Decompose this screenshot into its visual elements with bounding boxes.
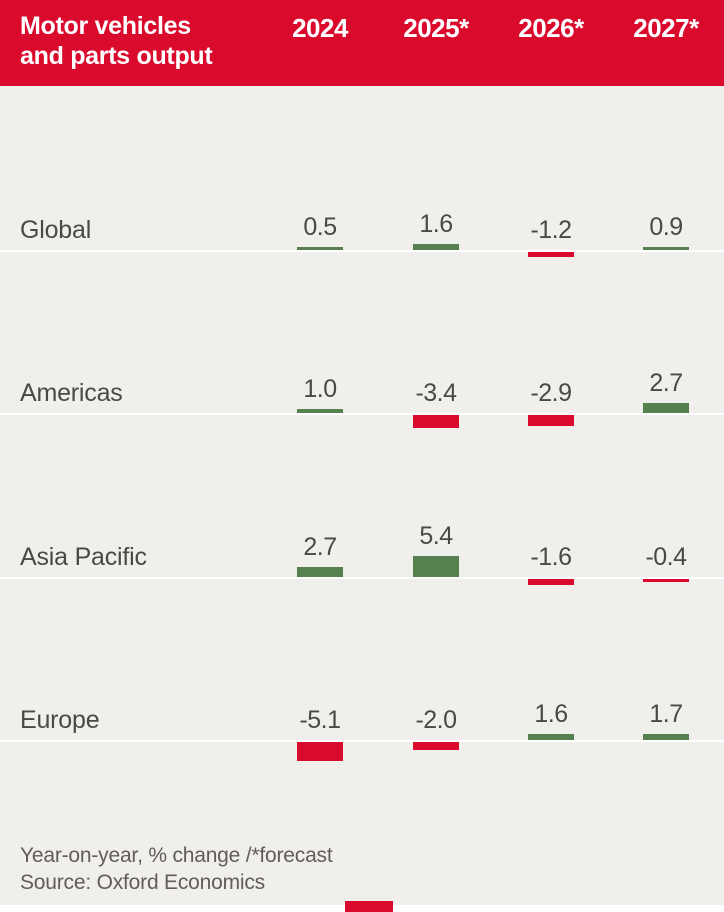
bar-value: -0.4 bbox=[645, 543, 687, 571]
positive-bar bbox=[297, 247, 343, 250]
positive-bar bbox=[297, 409, 343, 413]
bar-value: 0.9 bbox=[649, 213, 683, 241]
negative-bar bbox=[528, 415, 574, 426]
baseline bbox=[0, 577, 724, 579]
positive-bar bbox=[528, 734, 574, 740]
row-label-asia-pacific: Asia Pacific bbox=[20, 543, 147, 571]
bar-value: 2.7 bbox=[303, 533, 337, 561]
positive-bar bbox=[643, 734, 689, 740]
chart-title: Motor vehicles and parts output bbox=[20, 11, 270, 71]
bar-value: 1.6 bbox=[419, 210, 453, 238]
brand-mark bbox=[345, 901, 393, 912]
row-label-americas: Americas bbox=[20, 379, 123, 407]
negative-bar bbox=[413, 415, 459, 428]
bar-value: 1.6 bbox=[534, 700, 568, 728]
row-label-europe: Europe bbox=[20, 706, 100, 734]
bar-value: 5.4 bbox=[419, 522, 453, 550]
bar-value: -5.1 bbox=[299, 706, 341, 734]
baseline bbox=[0, 413, 724, 415]
bar-value: 1.0 bbox=[303, 375, 337, 403]
column-header-2026: 2026* bbox=[518, 13, 584, 43]
footer-note: Year-on-year, % change /*forecast bbox=[20, 844, 333, 867]
positive-bar bbox=[643, 403, 689, 413]
chart-title-line1: Motor vehicles bbox=[20, 12, 191, 40]
negative-bar bbox=[643, 579, 689, 582]
chart-title-line2: and parts output bbox=[20, 42, 213, 70]
bar-value: -2.9 bbox=[530, 379, 572, 407]
positive-bar bbox=[297, 567, 343, 577]
positive-bar bbox=[413, 244, 459, 250]
header-band: Motor vehicles and parts output 2024 2025… bbox=[0, 0, 724, 86]
column-header-2025: 2025* bbox=[403, 13, 469, 43]
column-header-2027: 2027* bbox=[633, 13, 699, 43]
bar-value: 1.7 bbox=[649, 700, 683, 728]
baseline bbox=[0, 740, 724, 742]
negative-bar bbox=[413, 742, 459, 750]
column-header-2024: 2024 bbox=[292, 13, 348, 43]
negative-bar bbox=[297, 742, 343, 761]
positive-bar bbox=[413, 556, 459, 577]
negative-bar bbox=[528, 252, 574, 257]
bar-value: -2.0 bbox=[415, 706, 457, 734]
bar-value: -1.6 bbox=[530, 543, 572, 571]
bar-value: -3.4 bbox=[415, 379, 457, 407]
bar-value: 2.7 bbox=[649, 369, 683, 397]
baseline bbox=[0, 250, 724, 252]
footer-source: Source: Oxford Economics bbox=[20, 871, 265, 894]
bar-value: -1.2 bbox=[530, 216, 572, 244]
bar-value: 0.5 bbox=[303, 213, 337, 241]
negative-bar bbox=[528, 579, 574, 585]
row-label-global: Global bbox=[20, 216, 92, 244]
positive-bar bbox=[643, 247, 689, 250]
